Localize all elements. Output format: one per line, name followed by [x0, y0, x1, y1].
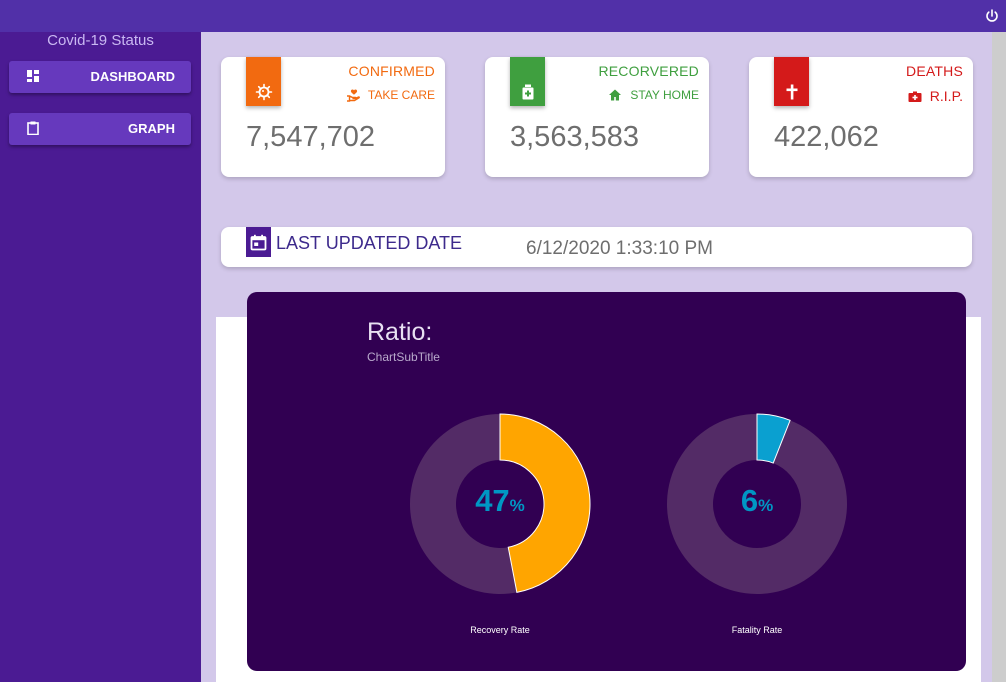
deaths-sub-label: R.I.P. [929, 88, 963, 104]
fatality-rate-slice-rest[interactable] [667, 414, 847, 594]
last-updated-value: 6/12/2020 1:33:10 PM [526, 238, 713, 259]
power-icon[interactable] [984, 8, 1000, 24]
ratio-chart-panel: Ratio: ChartSubTitle 47% Recovery Rate 6… [247, 292, 966, 671]
graph-button[interactable]: GRAPH [9, 113, 191, 145]
hospital-icon [510, 57, 545, 106]
recovered-subtitle: STAY HOME [608, 88, 699, 102]
graph-label: GRAPH [128, 121, 175, 136]
app-title: Covid-19 Status [47, 32, 154, 49]
confirmed-subtitle: TAKE CARE [346, 88, 435, 102]
cross-icon [774, 57, 809, 106]
recovery-rate-value: 47 [475, 483, 510, 518]
recovery-rate-donut [409, 413, 591, 594]
dashboard-icon [26, 69, 40, 83]
recovery-rate-center: 47% [405, 483, 595, 519]
last-updated-bar: LAST UPDATED DATE 6/12/2020 1:33:10 PM [221, 227, 972, 267]
last-updated-label: LAST UPDATED DATE [276, 233, 463, 253]
recovered-card: RECORVERED STAY HOME 3,563,583 [485, 57, 709, 177]
top-bar [0, 0, 1006, 32]
fatality-rate-donut [667, 413, 847, 594]
recovery-rate-unit: % [509, 496, 525, 515]
medical-bag-icon [908, 91, 922, 102]
deaths-card: DEATHS R.I.P. 422,062 [749, 57, 973, 177]
chart-subtitle: ChartSubTitle [367, 350, 440, 364]
recovery-rate-slice-value[interactable] [499, 413, 591, 593]
virus-icon [246, 57, 281, 106]
fatality-rate-center: 6% [662, 483, 852, 519]
fatality-rate-value: 6 [740, 483, 759, 518]
scrollbar[interactable] [992, 32, 1006, 682]
hand-heart-icon [346, 89, 360, 102]
confirmed-value: 7,547,702 [246, 121, 376, 153]
recovery-rate-slice-rest[interactable] [409, 414, 517, 594]
deaths-subtitle: R.I.P. [908, 88, 963, 104]
fatality-rate-unit: % [758, 496, 774, 515]
dashboard-label: DASHBOARD [90, 69, 176, 84]
calendar-icon [246, 227, 271, 257]
fatality-rate-label: Fatality Rate [731, 625, 783, 635]
confirmed-sub-label: TAKE CARE [367, 88, 435, 102]
deaths-title: DEATHS [906, 63, 963, 79]
sidebar: Covid-19 Status DASHBOARD GRAPH [0, 32, 201, 682]
dashboard-button[interactable]: DASHBOARD [9, 61, 191, 93]
recovered-value: 3,563,583 [510, 121, 640, 153]
clipboard-icon [26, 121, 40, 136]
recovered-sub-label: STAY HOME [630, 88, 699, 102]
home-icon [609, 89, 622, 101]
deaths-value: 422,062 [774, 121, 879, 153]
fatality-rate-slice-value[interactable] [756, 413, 791, 464]
confirmed-card: CONFIRMED TAKE CARE 7,547,702 [221, 57, 445, 177]
confirmed-title: CONFIRMED [348, 63, 435, 79]
recovery-rate-label: Recovery Rate [470, 625, 530, 635]
chart-title: Ratio: [367, 318, 433, 346]
recovered-title: RECORVERED [598, 63, 699, 79]
